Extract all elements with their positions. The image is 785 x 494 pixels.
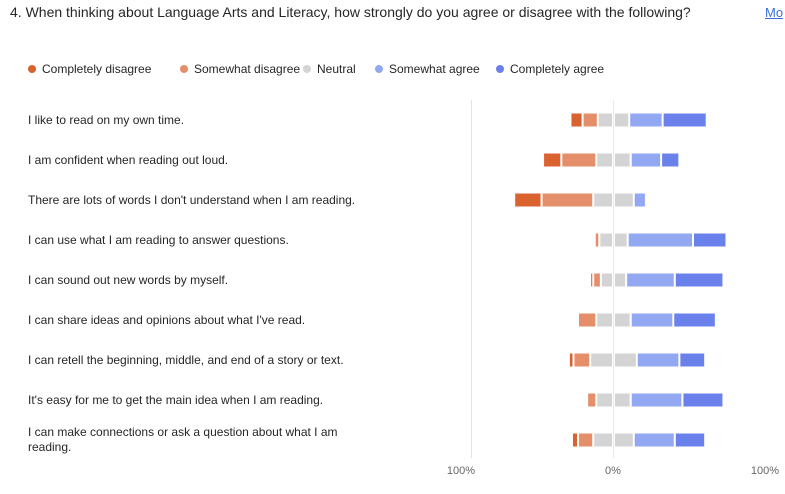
completely-agree-bar	[674, 313, 715, 327]
neutral-bar	[615, 153, 630, 167]
completely-agree-bar	[675, 273, 723, 287]
somewhat-disagree-bar	[588, 393, 596, 407]
legend-label: Somewhat agree	[389, 62, 480, 76]
somewhat-disagree-bar	[583, 113, 597, 127]
completely-disagree-bar	[544, 153, 561, 167]
somewhat-disagree-bar	[579, 313, 596, 327]
legend-item: Completely disagree	[28, 61, 151, 77]
completely-agree-bar	[694, 233, 726, 247]
completely-agree-bar	[675, 433, 705, 447]
neutral-bar	[601, 273, 612, 287]
row-label: I can make connections or ask a question…	[28, 425, 338, 454]
somewhat-disagree-bar	[595, 233, 599, 247]
row-label: I can retell the beginning, middle, and …	[28, 352, 344, 367]
completely-disagree-bar	[572, 433, 578, 447]
somewhat-agree-bar	[628, 233, 693, 247]
row-label: There are lots of words I don't understa…	[28, 192, 356, 207]
question-text: 4. When thinking about Language Arts and…	[10, 4, 691, 20]
somewhat-agree-bar	[631, 393, 682, 407]
neutral-bar	[615, 393, 630, 407]
more-details-link[interactable]: Mo	[765, 5, 784, 20]
legend-label: Completely disagree	[42, 62, 152, 76]
legend-item: Neutral	[303, 61, 356, 77]
x-tick-label: 0%	[605, 465, 621, 477]
somewhat-disagree-bar	[562, 153, 596, 167]
legend-dot	[303, 65, 311, 73]
completely-disagree-bar	[569, 353, 573, 367]
neutral-bar	[615, 113, 629, 127]
legend-item: Somewhat agree	[375, 61, 480, 77]
row-label: It's easy for me to get the main idea wh…	[28, 392, 324, 407]
somewhat-agree-bar	[634, 193, 645, 207]
neutral-bar	[615, 193, 633, 207]
neutral-bar	[594, 433, 612, 447]
legend-dot	[180, 65, 188, 73]
completely-agree-bar	[663, 113, 706, 127]
row-label: I can sound out new words by myself.	[28, 272, 229, 287]
neutral-bar	[615, 313, 630, 327]
neutral-bar	[598, 113, 612, 127]
legend-item: Somewhat disagree	[180, 61, 300, 77]
neutral-bar	[594, 193, 612, 207]
completely-agree-bar	[683, 393, 723, 407]
legend-label: Somewhat disagree	[194, 62, 301, 76]
somewhat-agree-bar	[630, 113, 662, 127]
somewhat-agree-bar	[627, 273, 674, 287]
neutral-bar	[597, 153, 612, 167]
somewhat-disagree-bar	[574, 353, 590, 367]
somewhat-disagree-bar	[594, 273, 600, 287]
neutral-bar	[597, 313, 612, 327]
somewhat-agree-bar	[631, 313, 673, 327]
legend-label: Completely agree	[510, 62, 605, 76]
legend-dot	[496, 65, 504, 73]
x-tick-label: 100%	[447, 465, 475, 477]
neutral-bar	[615, 353, 636, 367]
completely-disagree-bar	[591, 273, 593, 287]
somewhat-disagree-bar	[542, 193, 593, 207]
neutral-bar	[615, 433, 633, 447]
somewhat-agree-bar	[631, 153, 661, 167]
x-tick-label: 100%	[751, 465, 779, 477]
completely-disagree-bar	[515, 193, 541, 207]
neutral-bar	[591, 353, 612, 367]
completely-agree-bar	[680, 353, 705, 367]
somewhat-disagree-bar	[579, 433, 593, 447]
legend-item: Completely agree	[496, 61, 604, 77]
somewhat-agree-bar	[634, 433, 674, 447]
row-label: I am confident when reading out loud.	[28, 152, 229, 167]
legend-dot	[375, 65, 383, 73]
neutral-bar	[615, 233, 627, 247]
row-label: I can use what I am reading to answer qu…	[28, 232, 289, 247]
neutral-bar	[600, 233, 612, 247]
completely-agree-bar	[662, 153, 679, 167]
legend-label: Neutral	[317, 62, 356, 76]
somewhat-agree-bar	[637, 353, 679, 367]
completely-disagree-bar	[571, 113, 582, 127]
row-label: I can share ideas and opinions about wha…	[28, 312, 306, 327]
neutral-bar	[615, 273, 626, 287]
row-label: I like to read on my own time.	[28, 112, 185, 127]
legend-dot	[28, 65, 36, 73]
neutral-bar	[597, 393, 612, 407]
